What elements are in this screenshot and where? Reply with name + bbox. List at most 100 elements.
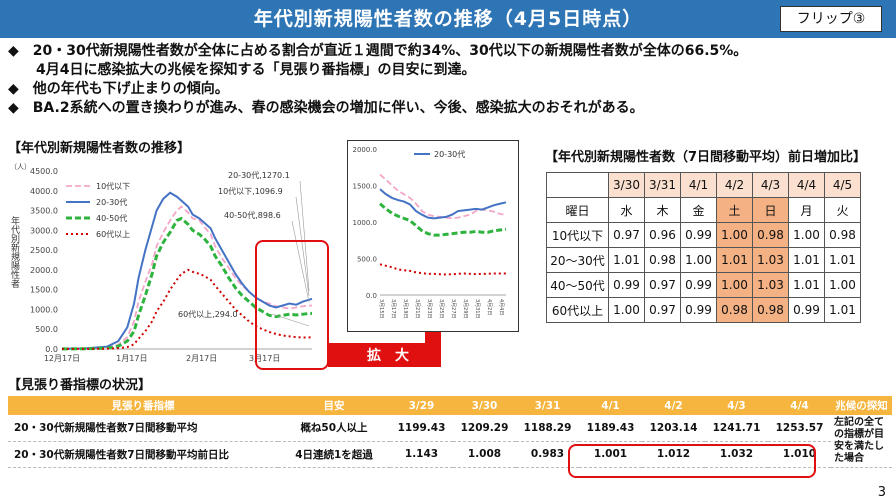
col-header: 3/29 xyxy=(390,396,453,415)
x-tick-label: 3月31日 xyxy=(474,299,480,319)
y-tick-label: 2000.0 xyxy=(353,146,378,154)
x-tick-label: 3月17日 xyxy=(390,299,396,319)
ratio-section-title: 【年代別新規陽性者数（7日間移動平均）前日増加比】 xyxy=(545,150,867,165)
bullet-line: ◆ 他の年代も下げ止まりの傾向。 xyxy=(8,81,229,97)
indicator-value: 1.008 xyxy=(453,441,516,468)
y-tick-label: 1000.0 xyxy=(353,219,378,227)
indicator-value: 1253.57 xyxy=(768,415,831,442)
trend-section-title: 【年代別新規陽性者数の推移】 xyxy=(8,141,191,156)
ratio-cell: 0.99 xyxy=(680,297,717,323)
ratio-cell: 0.99 xyxy=(788,297,825,323)
series-line-20-30代 xyxy=(61,191,313,350)
legend-label: 60代以上 xyxy=(96,229,130,239)
page-number: 3 xyxy=(877,485,886,500)
x-tick-label: 3月29日 xyxy=(462,299,468,319)
indicator-value: 1203.14 xyxy=(642,415,705,442)
legend-label: 10代以下 xyxy=(96,181,130,191)
col-header: 4/4 xyxy=(768,396,831,415)
col-header: 4/1 xyxy=(579,396,642,415)
indicator-name: 20・30代新規陽性者数7日間移動平均 xyxy=(8,415,278,442)
ratio-date: 4/3 xyxy=(752,172,789,198)
table-row: 20・30代新規陽性者数7日間移動平均 概ね50人以上 1199.43 1209… xyxy=(8,415,892,468)
legend-label: 20-30代 xyxy=(434,149,465,159)
ratio-cell: 1.00 xyxy=(716,272,753,298)
ratio-cell: 0.98 xyxy=(824,222,861,248)
ratio-cell: 1.00 xyxy=(608,297,645,323)
ratio-cell: 1.00 xyxy=(824,272,861,298)
ratio-cell: 1.03 xyxy=(752,247,789,273)
ratio-cell: 0.99 xyxy=(608,272,645,298)
ratio-cell: 1.00 xyxy=(680,247,717,273)
title-bar xyxy=(0,0,896,38)
ratio-date: 4/2 xyxy=(716,172,753,198)
ratio-cell: 0.96 xyxy=(644,222,681,248)
ratio-table: 3/30 3/31 4/1 4/2 4/3 4/4 4/5 曜日 水 木 金 土… xyxy=(546,172,861,323)
weekday: 土 xyxy=(716,197,753,223)
ratio-date: 4/4 xyxy=(788,172,825,198)
mimawari-table: 見張り番指標 目安 3/29 3/30 3/31 4/1 4/2 4/3 4/4… xyxy=(8,396,892,468)
zoom-label: 拡 大 xyxy=(367,347,409,364)
ratio-date: 4/5 xyxy=(824,172,861,198)
detection-note: 左記の全ての指標が目安を満たした場合 xyxy=(831,415,892,468)
indicator-value: 1209.29 xyxy=(453,415,516,442)
table-row: 20～30代 1.01 0.98 1.00 1.01 1.03 1.01 1.0… xyxy=(546,247,861,273)
table-row: 60代以上 1.00 0.97 0.99 0.98 0.98 0.99 1.01 xyxy=(546,297,861,323)
x-tick-label: 3月15日 xyxy=(378,299,384,319)
weekday: 金 xyxy=(680,197,717,223)
indicator-threshold: 4日連続1を超過 xyxy=(278,441,390,468)
ratio-cell: 1.01 xyxy=(788,272,825,298)
annotation-20-30: 20-30代,1270.1 xyxy=(228,170,290,180)
weekday: 月 xyxy=(788,197,825,223)
y-tick-label: 3500.0 xyxy=(30,207,58,216)
leader-line xyxy=(299,180,310,292)
mimawari-section-title: 【見張り番指標の状況】 xyxy=(8,378,152,393)
ratio-cell: 1.01 xyxy=(716,247,753,273)
x-tick-label: 12月17日 xyxy=(44,354,80,363)
ratio-cell: 1.00 xyxy=(788,222,825,248)
ratio-cell: 1.00 xyxy=(716,222,753,248)
ratio-cell: 0.97 xyxy=(608,222,645,248)
trend-line-chart: （人） 年代別新規陽性者 0.0 500.0 1000.0 1500.0 2000.0 2… xyxy=(9,163,313,363)
ratio-cell: 0.98 xyxy=(644,247,681,273)
y-tick-label: 1000.0 xyxy=(30,305,58,314)
leader-line xyxy=(295,196,310,297)
annotation-60s: 60代以上,294.0 xyxy=(178,309,238,319)
threshold-met-box xyxy=(568,444,816,478)
x-tick-label: 4月4日 xyxy=(498,299,504,315)
weekday: 水 xyxy=(608,197,645,223)
col-header: 兆候の探知 xyxy=(831,396,892,415)
indicator-value: 1189.43 xyxy=(579,415,642,442)
col-header: 4/3 xyxy=(705,396,768,415)
y-tick-label: 0.0 xyxy=(45,345,58,354)
col-header: 見張り番指標 xyxy=(8,396,278,415)
leader-line xyxy=(271,313,310,327)
ratio-cell: 0.97 xyxy=(644,297,681,323)
annotation-40-50: 40-50代,898.6 xyxy=(224,210,281,220)
y-unit-label: （人） xyxy=(10,163,31,171)
ratio-cell: 0.99 xyxy=(680,272,717,298)
summary-bullets: ◆ 20・30代新規陽性者数が全体に占める割合が直近１週間で約34%、30代以下… xyxy=(8,42,888,118)
leader-line xyxy=(291,220,310,303)
weekday: 日 xyxy=(752,197,789,223)
indicator-value: 1199.43 xyxy=(390,415,453,442)
indicator-value: 1188.29 xyxy=(516,415,579,442)
y-tick-label: 500.0 xyxy=(357,256,377,264)
ratio-cell: 1.03 xyxy=(752,272,789,298)
y-tick-label: 2000.0 xyxy=(30,266,58,275)
x-tick-label: 2月17日 xyxy=(186,354,217,363)
ratio-cell: 1.01 xyxy=(788,247,825,273)
y-tick-label: 500.0 xyxy=(35,325,58,334)
row-label: 20～30代 xyxy=(546,247,609,273)
y-tick-label: 4000.0 xyxy=(30,187,58,196)
ratio-cell: 0.98 xyxy=(716,297,753,323)
x-tick-label: 1月17日 xyxy=(116,354,147,363)
col-header: 4/2 xyxy=(642,396,705,415)
indicator-value: 1.143 xyxy=(390,441,453,468)
y-tick-label: 3000.0 xyxy=(30,226,58,235)
y-tick-label: 0.0 xyxy=(366,292,377,300)
x-tick-label: 3月19日 xyxy=(402,299,408,319)
indicator-name: 20・30代新規陽性者数7日間移動平均前日比 xyxy=(8,441,278,468)
series-line-40-50代 xyxy=(379,202,507,237)
bullet-line: ◆ 20・30代新規陽性者数が全体に占める割合が直近１週間で約34%、30代以下… xyxy=(8,43,748,59)
indicator-threshold: 概ね50人以上 xyxy=(278,415,390,442)
